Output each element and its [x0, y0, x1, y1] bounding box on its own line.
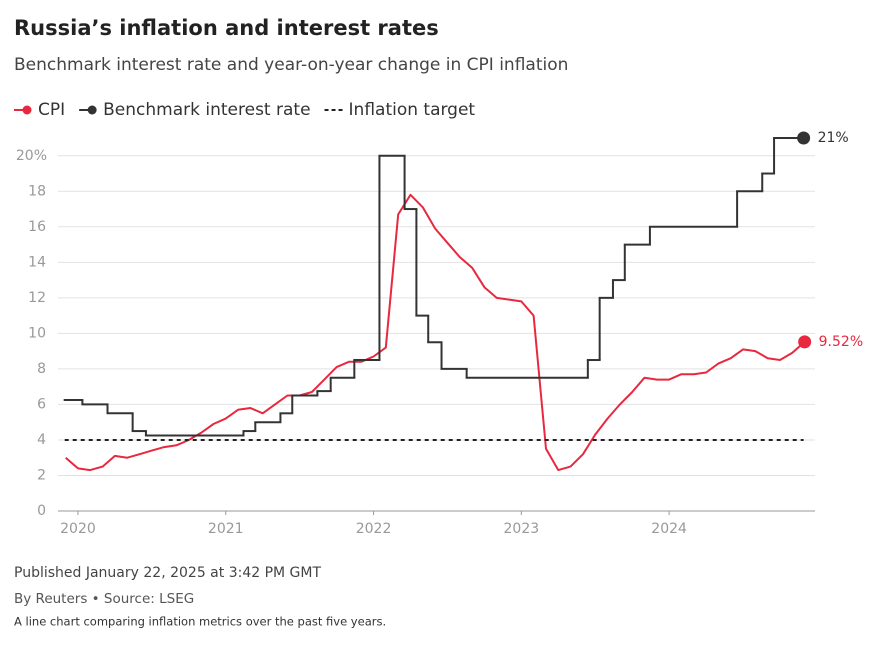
y-tick-label: 0 — [37, 503, 46, 519]
end-label: 9.52% — [819, 334, 863, 350]
legend-label: Inflation target — [349, 100, 476, 120]
legend-label: Benchmark interest rate — [103, 100, 310, 120]
x-tick-label: 2022 — [356, 521, 392, 537]
x-tick-label: 2020 — [60, 521, 96, 537]
y-tick-label: 16 — [28, 219, 46, 235]
y-tick-label: 10 — [28, 325, 46, 341]
cpi-line — [65, 193, 806, 472]
y-tick-label: 20% — [16, 148, 47, 164]
y-tick-label: 14 — [28, 254, 46, 270]
description: A line chart comparing inflation metrics… — [14, 615, 386, 629]
x-tick-label: 2023 — [504, 521, 540, 537]
legend-label: CPI — [38, 100, 65, 120]
chart-subtitle: Benchmark interest rate and year-on-year… — [14, 55, 568, 75]
y-tick-label: 2 — [37, 467, 46, 483]
end-dot — [798, 335, 812, 349]
end-label: 21% — [818, 130, 849, 146]
x-tick-label: 2024 — [651, 521, 687, 537]
y-tick-label: 8 — [37, 361, 46, 377]
x-tick-label: 2021 — [208, 521, 244, 537]
y-tick-label: 18 — [28, 183, 46, 199]
legend-swatch-dot — [22, 105, 32, 115]
legend-swatch-dot — [87, 105, 97, 115]
y-tick-label: 6 — [37, 396, 46, 412]
end-dot — [797, 131, 811, 145]
y-tick-label: 12 — [28, 290, 46, 306]
y-tick-label: 4 — [37, 432, 46, 448]
published-date: Published January 22, 2025 at 3:42 PM GM… — [14, 565, 321, 581]
chart-title: Russia’s inflation and interest rates — [14, 16, 439, 40]
byline: By Reuters • Source: LSEG — [14, 591, 194, 607]
